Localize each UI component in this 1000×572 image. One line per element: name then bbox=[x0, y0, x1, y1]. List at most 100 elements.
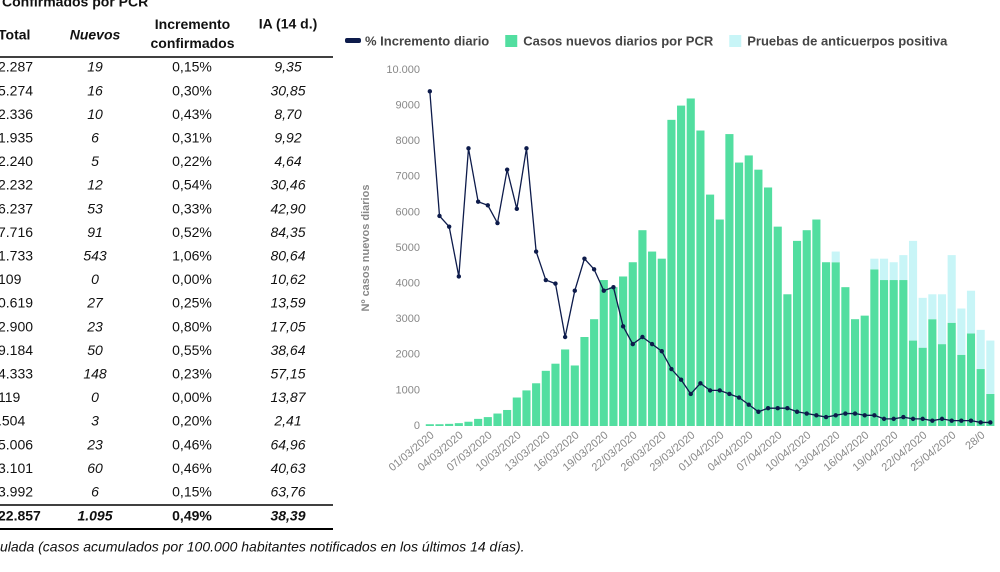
bar bbox=[889, 280, 898, 426]
line-point bbox=[514, 206, 520, 212]
table-cell: 60 bbox=[87, 460, 103, 476]
table-cell: 3 bbox=[91, 413, 99, 429]
line-point bbox=[630, 341, 635, 347]
line-point bbox=[833, 413, 838, 418]
table-cell: 4.333 bbox=[0, 366, 33, 382]
line-point bbox=[949, 418, 954, 423]
bar bbox=[879, 258, 889, 281]
line-point bbox=[659, 349, 664, 354]
bar bbox=[976, 369, 985, 426]
table-cell: 2.900 bbox=[0, 318, 33, 334]
bar bbox=[609, 287, 618, 426]
bar bbox=[522, 390, 531, 426]
y-tick-label: 2000 bbox=[396, 349, 420, 361]
bar bbox=[619, 276, 628, 426]
table-cell: 30,85 bbox=[270, 82, 305, 98]
bar bbox=[551, 363, 560, 426]
legend-label: Pruebas de anticuerpos positiva bbox=[747, 33, 948, 48]
y-tick-label: 1000 bbox=[396, 384, 420, 396]
line-point bbox=[649, 341, 655, 347]
bar bbox=[783, 294, 792, 426]
footnote: ulada (casos acumulados por 100.000 habi… bbox=[0, 539, 525, 555]
line-point bbox=[601, 288, 606, 293]
table-cell: 30,46 bbox=[270, 177, 305, 193]
line-point bbox=[611, 284, 616, 290]
table-cell: 1,06% bbox=[172, 248, 212, 264]
line-point bbox=[785, 406, 790, 411]
table-cell: 8,70 bbox=[274, 106, 301, 122]
table-cell: 16 bbox=[87, 82, 103, 98]
line-point bbox=[968, 418, 974, 423]
bar bbox=[966, 333, 976, 426]
table-cell: 57,15 bbox=[270, 366, 305, 382]
legend-marker bbox=[345, 38, 361, 43]
bar bbox=[986, 393, 995, 426]
table-cell: 5.006 bbox=[0, 436, 33, 452]
line-point bbox=[872, 413, 877, 418]
table-cell: 6 bbox=[91, 130, 99, 146]
line-point bbox=[852, 411, 858, 416]
table-cell: 3.992 bbox=[0, 484, 33, 500]
bar bbox=[590, 319, 599, 426]
table-cell: 17,05 bbox=[270, 318, 305, 334]
table-cell: 3.101 bbox=[0, 460, 33, 476]
bar bbox=[899, 280, 908, 426]
legend-label: Casos nuevos diarios por PCR bbox=[523, 33, 714, 48]
line-point bbox=[495, 220, 500, 226]
line-point bbox=[456, 274, 462, 279]
table-cell: 0.619 bbox=[0, 295, 33, 311]
table-cell: 2.240 bbox=[0, 153, 33, 169]
table-cell: 0,23% bbox=[172, 366, 212, 382]
total-cell: 22.857 bbox=[0, 508, 41, 524]
line-point bbox=[582, 256, 587, 261]
bar bbox=[580, 337, 589, 426]
table-cell: 0 bbox=[91, 389, 99, 405]
line-point bbox=[437, 213, 442, 219]
table-title: Confirmados por PCR bbox=[2, 0, 148, 10]
bar bbox=[850, 319, 860, 426]
table-cell: 63,76 bbox=[270, 484, 305, 500]
table-cell: 0,00% bbox=[172, 271, 212, 287]
bar bbox=[464, 421, 473, 426]
bar bbox=[686, 98, 695, 426]
bar bbox=[715, 219, 724, 426]
y-tick-label: 10.000 bbox=[386, 64, 420, 76]
y-tick-label: 5000 bbox=[396, 242, 420, 254]
line-point bbox=[765, 406, 771, 411]
line-point bbox=[862, 413, 867, 418]
line-point bbox=[901, 414, 906, 420]
table-cell: 0,54% bbox=[172, 177, 212, 193]
bar bbox=[541, 370, 550, 426]
table-cell: 23 bbox=[86, 436, 103, 452]
bar bbox=[706, 194, 715, 426]
table-cell: 0,15% bbox=[172, 59, 212, 75]
table-cell: 2.336 bbox=[0, 106, 33, 122]
bar bbox=[947, 322, 956, 426]
bar bbox=[677, 105, 686, 426]
line-point bbox=[485, 203, 491, 208]
bar bbox=[986, 340, 995, 394]
bar bbox=[638, 230, 647, 426]
table-cell: 119 bbox=[0, 389, 21, 405]
table-cell: 27 bbox=[86, 295, 104, 311]
bar bbox=[908, 340, 918, 426]
bar bbox=[918, 297, 927, 348]
y-tick-label: 8000 bbox=[396, 135, 420, 147]
bar bbox=[802, 230, 811, 426]
total-cell: 1.095 bbox=[77, 508, 112, 524]
line-point bbox=[717, 388, 722, 393]
table-cell: 0,80% bbox=[172, 318, 212, 334]
bar bbox=[435, 424, 444, 426]
line-point bbox=[533, 249, 539, 254]
table-cell: 0,31% bbox=[172, 130, 212, 146]
bar bbox=[648, 251, 657, 426]
y-tick-label: 6000 bbox=[396, 206, 420, 218]
table-cell: 40,63 bbox=[270, 460, 305, 476]
bar bbox=[445, 423, 454, 426]
table-cell: 64,96 bbox=[270, 436, 305, 452]
bar bbox=[841, 287, 850, 426]
line-point bbox=[794, 409, 800, 414]
table-cell: 0,46% bbox=[172, 460, 212, 476]
table-cell: 0,15% bbox=[172, 484, 212, 500]
